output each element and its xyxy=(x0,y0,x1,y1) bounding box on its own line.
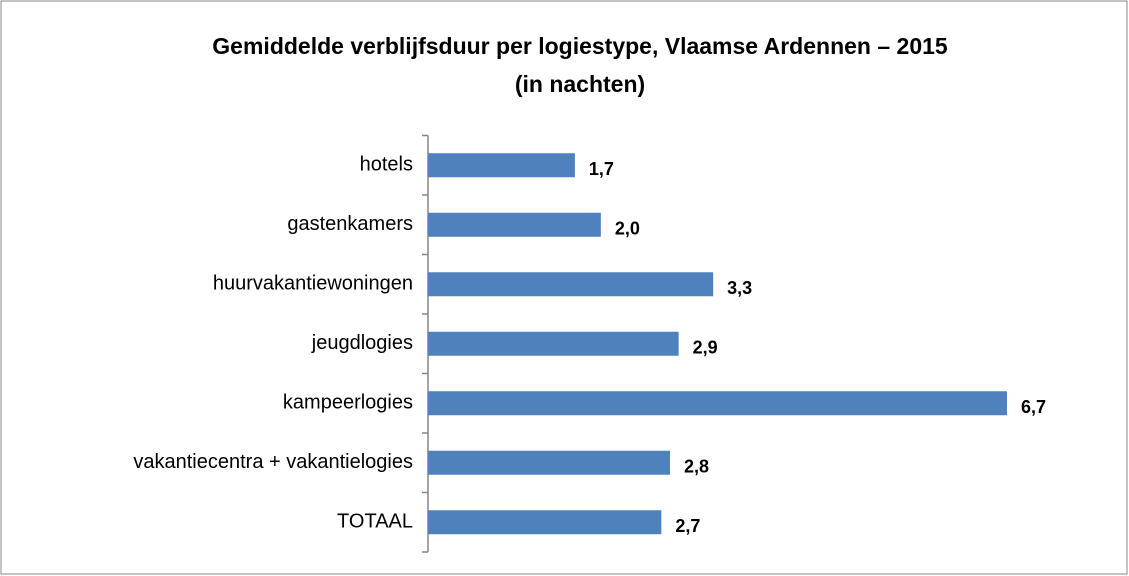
bar xyxy=(428,510,662,535)
data-label: 1,7 xyxy=(589,159,614,179)
data-label: 6,7 xyxy=(1021,397,1046,417)
bar xyxy=(428,391,1007,416)
category-label: kampeerlogies xyxy=(283,392,413,414)
data-label: 2,9 xyxy=(693,338,718,358)
data-label: 2,8 xyxy=(684,457,709,477)
data-label: 2,7 xyxy=(675,516,700,536)
bar xyxy=(428,272,714,297)
category-label: gastenkamers xyxy=(287,213,413,235)
chart-subtitle: (in nachten) xyxy=(515,71,645,97)
data-label: 3,3 xyxy=(727,278,752,298)
category-label: TOTAAL xyxy=(337,511,413,533)
category-label: jeugdlogies xyxy=(311,332,413,354)
bar xyxy=(428,212,601,237)
category-label: huurvakantiewoningen xyxy=(213,273,413,295)
bar xyxy=(428,450,670,475)
data-label: 2,0 xyxy=(615,219,640,239)
bar xyxy=(428,331,679,356)
category-label: hotels xyxy=(360,154,413,176)
bar xyxy=(428,153,575,178)
chart-title: Gemiddelde verblijfsduur per logiestype,… xyxy=(212,33,948,59)
category-label: vakantiecentra + vakantielogies xyxy=(133,451,413,473)
